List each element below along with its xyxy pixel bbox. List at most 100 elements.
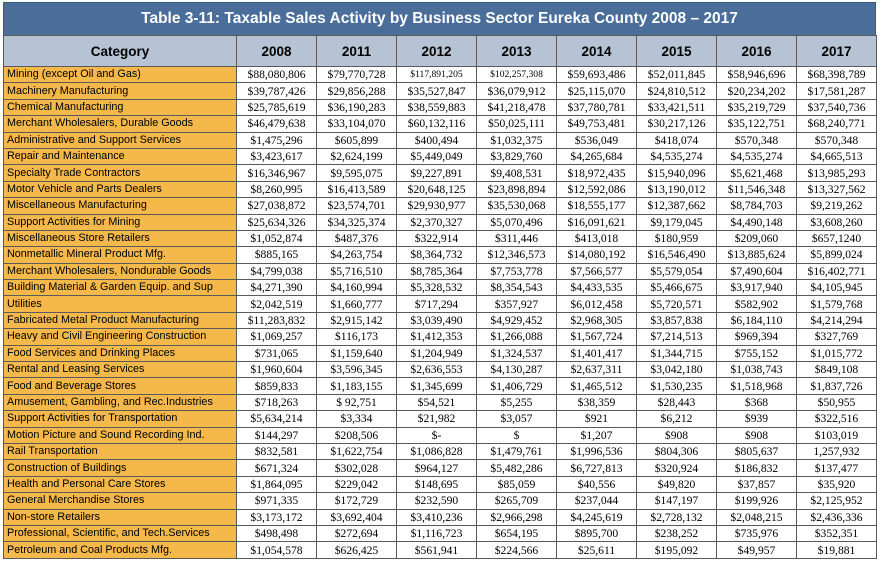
value-cell: $5,255 [476,393,557,412]
value-cell: $2,436,336 [796,508,877,526]
table-row: Food Services and Drinking Places $731,06… [3,344,877,363]
value-cell: $238,252 [636,524,717,543]
value-cell: $570,348 [796,131,877,149]
value-cell: $885,165 [236,246,317,264]
column-header-year: 2017 [796,35,877,67]
value-cell: $5,466,675 [636,279,717,297]
header-row: Category 2008 2011 2012 2013 2014 2015 2016 2017 [3,35,877,67]
table-row: Construction of Buildings $671,324 $302,02… [3,459,877,477]
value-cell: $24,810,512 [636,82,717,100]
value-cell: $2,624,199 [316,147,397,166]
table-row: Administrative and Support Services $1,47… [3,131,877,149]
value-cell: $717,294 [396,295,477,313]
value-cell: $2,048,215 [716,508,797,526]
category-cell: Motion Picture and Sound Recording Ind. [3,426,237,444]
value-cell: $654,195 [476,524,557,543]
value-cell: $1,518,968 [716,377,797,395]
value-cell: $3,829,760 [476,147,557,166]
table-row: Miscellaneous Manufacturing $27,038,872 $2… [3,197,877,215]
value-cell: $4,665,513 [796,147,877,166]
value-cell: $37,857 [716,475,797,494]
category-cell: Rail Transportation [3,442,237,461]
value-cell: $1,837,726 [796,377,877,395]
category-cell: Repair and Maintenance [3,147,237,166]
value-cell: $208,506 [316,426,397,444]
value-cell: $11,283,832 [236,311,317,330]
value-cell: $352,351 [796,524,877,543]
value-cell: $626,425 [316,541,397,559]
table-row: Heavy and Civil Engineering Construction… [3,328,877,346]
category-cell: Merchant Wholesalers, Nondurable Goods [3,262,237,281]
value-cell: $16,091,621 [556,213,637,231]
category-cell: Food Services and Drinking Places [3,344,237,363]
value-cell: $4,799,038 [236,262,317,281]
value-cell: $229,042 [316,475,397,494]
category-cell: Utilities [3,295,237,313]
value-cell: $3,410,236 [396,508,477,526]
category-cell: Support Activities for Transportation [3,410,237,428]
value-cell: $1,622,754 [316,442,397,461]
value-cell: $1,479,761 [476,442,557,461]
value-cell: $199,926 [716,492,797,510]
value-cell: $735,976 [716,524,797,543]
value-cell: $971,335 [236,492,317,510]
value-cell: $13,327,562 [796,180,877,199]
value-cell: $49,753,481 [556,115,637,133]
value-cell: $895,700 [556,524,637,543]
category-cell: Mining (except Oil and Gas) [3,65,237,84]
category-cell: Support Activities for Mining [3,213,237,231]
table-row: Rental and Leasing Services $1,960,604 $3,… [3,361,877,379]
value-cell: $1,864,095 [236,475,317,494]
value-cell: $1,345,699 [396,377,477,395]
value-cell: $88,080,806 [236,65,317,84]
value-cell: $12,346,573 [476,246,557,264]
value-cell: $8,364,732 [396,246,477,264]
category-cell: Administrative and Support Services [3,131,237,149]
value-cell: $849,108 [796,361,877,379]
value-cell: $59,693,486 [556,65,637,84]
value-cell: $4,535,274 [636,147,717,166]
column-header-year: 2008 [236,35,317,67]
value-cell: $3,857,838 [636,311,717,330]
value-cell: $33,421,511 [636,98,717,117]
category-cell: Professional, Scientific, and Tech.Servi… [3,524,237,543]
value-cell: $33,104,070 [316,115,397,133]
table-row: General Merchandise Stores $971,335 $172,7… [3,492,877,510]
value-cell: $731,065 [236,344,317,363]
value-cell: $18,555,177 [556,197,637,215]
value-cell: $49,820 [636,475,717,494]
column-header-year: 2014 [556,35,637,67]
value-cell: $3,057 [476,410,557,428]
value-cell: $1,324,537 [476,344,557,363]
table-row: Mining (except Oil and Gas) $88,080,806 $7… [3,65,877,84]
value-cell: $1,086,828 [396,442,477,461]
value-cell: $570,348 [716,131,797,149]
category-cell: Petroleum and Coal Products Mfg. [3,541,237,559]
value-cell: $9,595,075 [316,164,397,182]
table-row: Support Activities for Mining $25,634,326… [3,213,877,231]
sales-table-document: Table 3-11: Taxable Sales Activity by Bu… [3,2,877,559]
value-cell: $1,401,417 [556,344,637,363]
value-cell: $25,785,619 [236,98,317,117]
value-cell: $939 [716,410,797,428]
value-cell: $209,060 [716,229,797,248]
value-cell: $68,240,771 [796,115,877,133]
value-cell: $38,359 [556,393,637,412]
value-cell: $16,402,771 [796,262,877,281]
value-cell: $54,521 [396,393,477,412]
value-cell: $1,412,353 [396,328,477,346]
value-cell: $3,917,940 [716,279,797,297]
sales-table: Category 2008 2011 2012 2013 2014 2015 2016 2017… [3,35,877,559]
value-cell: $311,446 [476,229,557,248]
value-cell: $2,636,553 [396,361,477,379]
table-row: Machinery Manufacturing $39,787,426 $29,85… [3,82,877,100]
table-row: Petroleum and Coal Products Mfg. $1,054,5… [3,541,877,559]
value-cell: $9,227,891 [396,164,477,182]
value-cell: $2,370,327 [396,213,477,231]
category-cell: Health and Personal Care Stores [3,475,237,494]
value-cell: $4,130,287 [476,361,557,379]
value-cell: $ [476,426,557,444]
value-cell: $3,334 [316,410,397,428]
value-cell: $50,955 [796,393,877,412]
value-cell: $85,059 [476,475,557,494]
